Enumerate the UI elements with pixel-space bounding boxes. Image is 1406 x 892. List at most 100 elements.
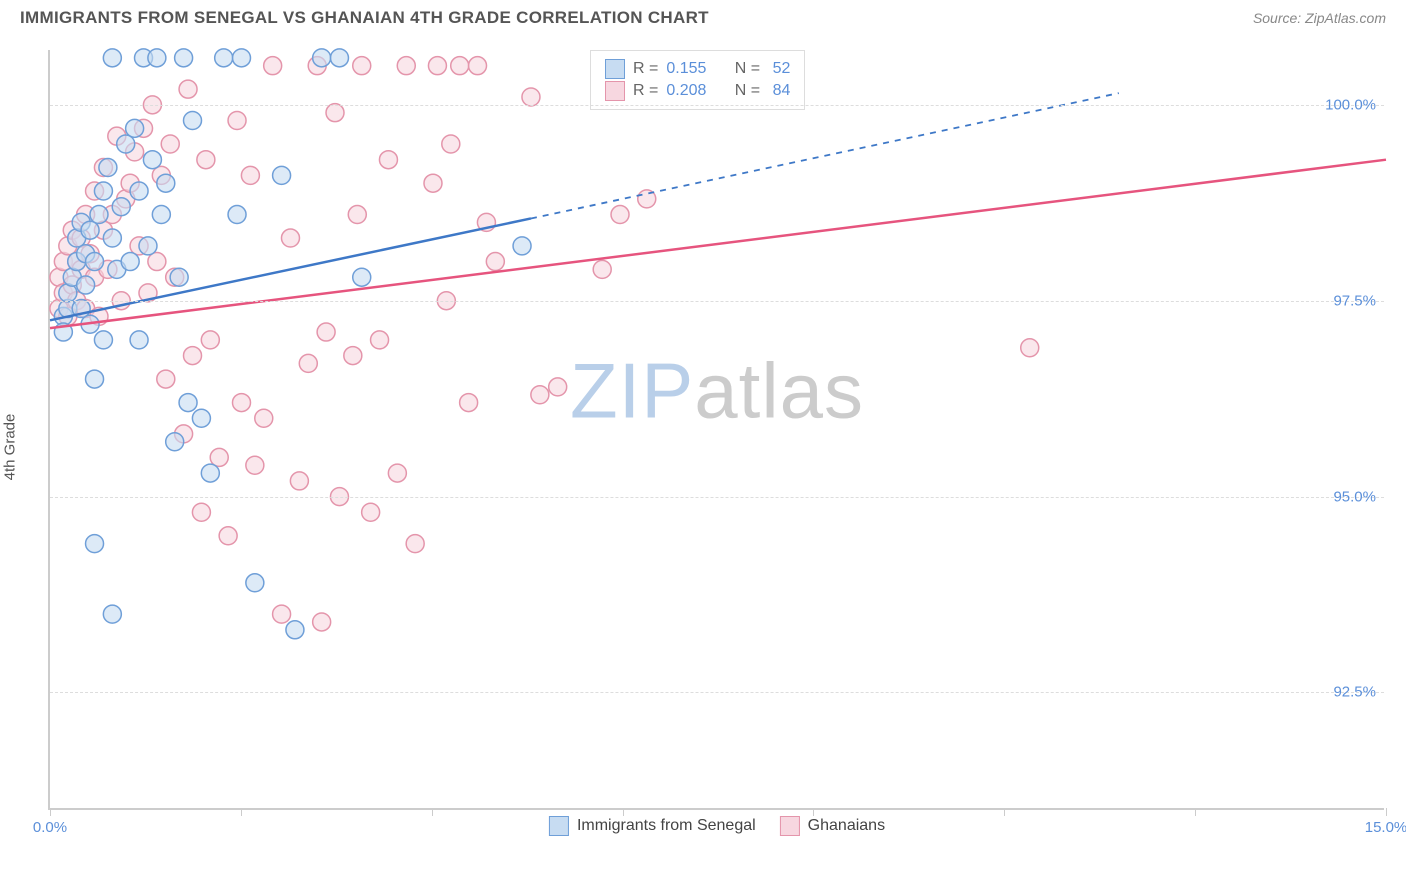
gridline (50, 692, 1384, 693)
data-point (286, 621, 304, 639)
data-point (112, 198, 130, 216)
data-point (232, 394, 250, 412)
data-point (273, 166, 291, 184)
data-point (353, 268, 371, 286)
x-tick (1195, 808, 1196, 816)
chart-header: IMMIGRANTS FROM SENEGAL VS GHANAIAN 4TH … (0, 0, 1406, 32)
data-point (522, 88, 540, 106)
data-point (103, 229, 121, 247)
data-point (290, 472, 308, 490)
legend-swatch (780, 816, 800, 836)
legend-swatch (549, 816, 569, 836)
legend-row: R = 0.208 N = 84 (605, 81, 790, 101)
data-point (90, 206, 108, 224)
data-point (330, 49, 348, 67)
data-point (317, 323, 335, 341)
data-point (246, 456, 264, 474)
data-point (130, 182, 148, 200)
data-point (486, 253, 504, 271)
data-point (192, 503, 210, 521)
x-tick-label: 15.0% (1365, 819, 1406, 836)
data-point (264, 57, 282, 75)
gridline (50, 301, 1384, 302)
chart-container: 4th Grade ZIPatlas R =0.155 N = 52R =0.2… (0, 32, 1406, 862)
data-point (175, 49, 193, 67)
data-point (531, 386, 549, 404)
n-value: 52 (768, 60, 790, 78)
data-point (157, 370, 175, 388)
data-point (513, 237, 531, 255)
data-point (157, 174, 175, 192)
data-point (192, 409, 210, 427)
y-tick-label: 97.5% (1333, 292, 1376, 309)
legend-label: Ghanaians (808, 817, 885, 835)
data-point (299, 354, 317, 372)
data-point (148, 49, 166, 67)
data-point (77, 276, 95, 294)
scatter-svg (50, 50, 1384, 808)
data-point (379, 151, 397, 169)
n-label: N = (730, 60, 760, 78)
r-label: R = (633, 82, 658, 100)
data-point (469, 57, 487, 75)
r-value: 0.155 (666, 60, 722, 78)
data-point (371, 331, 389, 349)
series-legend: Immigrants from Senegal Ghanaians (549, 816, 885, 836)
legend-row: R =0.155 N = 52 (605, 59, 790, 79)
data-point (549, 378, 567, 396)
data-point (103, 49, 121, 67)
x-tick (813, 808, 814, 816)
x-tick (241, 808, 242, 816)
y-tick-label: 100.0% (1325, 96, 1376, 113)
source-attribution: Source: ZipAtlas.com (1253, 10, 1386, 26)
data-point (152, 206, 170, 224)
gridline (50, 497, 1384, 498)
y-tick-label: 95.0% (1333, 488, 1376, 505)
data-point (201, 331, 219, 349)
y-tick-label: 92.5% (1333, 684, 1376, 701)
data-point (313, 613, 331, 631)
legend-item: Immigrants from Senegal (549, 816, 756, 836)
chart-title: IMMIGRANTS FROM SENEGAL VS GHANAIAN 4TH … (20, 8, 709, 28)
data-point (179, 80, 197, 98)
data-point (241, 166, 259, 184)
legend-item: Ghanaians (780, 816, 885, 836)
x-tick (1004, 808, 1005, 816)
data-point (166, 433, 184, 451)
gridline (50, 105, 1384, 106)
data-point (255, 409, 273, 427)
data-point (281, 229, 299, 247)
r-value: 0.208 (666, 82, 722, 100)
legend-swatch (605, 59, 625, 79)
data-point (424, 174, 442, 192)
data-point (184, 347, 202, 365)
data-point (406, 535, 424, 553)
data-point (460, 394, 478, 412)
data-point (232, 49, 250, 67)
data-point (86, 370, 104, 388)
data-point (451, 57, 469, 75)
data-point (442, 135, 460, 153)
data-point (388, 464, 406, 482)
x-tick-label: 0.0% (33, 819, 67, 836)
data-point (397, 57, 415, 75)
correlation-legend: R =0.155 N = 52 R = 0.208 N = 84 (590, 50, 805, 110)
data-point (219, 527, 237, 545)
data-point (326, 104, 344, 122)
n-value: 84 (768, 82, 790, 100)
data-point (313, 49, 331, 67)
legend-label: Immigrants from Senegal (577, 817, 756, 835)
data-point (179, 394, 197, 412)
n-label: N = (730, 82, 760, 100)
data-point (99, 159, 117, 177)
data-point (86, 253, 104, 271)
data-point (348, 206, 366, 224)
data-point (353, 57, 371, 75)
plot-area: ZIPatlas R =0.155 N = 52R =0.208 N = 84 … (48, 50, 1384, 810)
x-tick (432, 808, 433, 816)
data-point (94, 331, 112, 349)
x-tick (1386, 808, 1387, 816)
y-axis-label: 4th Grade (2, 414, 19, 481)
data-point (139, 237, 157, 255)
trend-line-extrapolated (531, 93, 1119, 218)
